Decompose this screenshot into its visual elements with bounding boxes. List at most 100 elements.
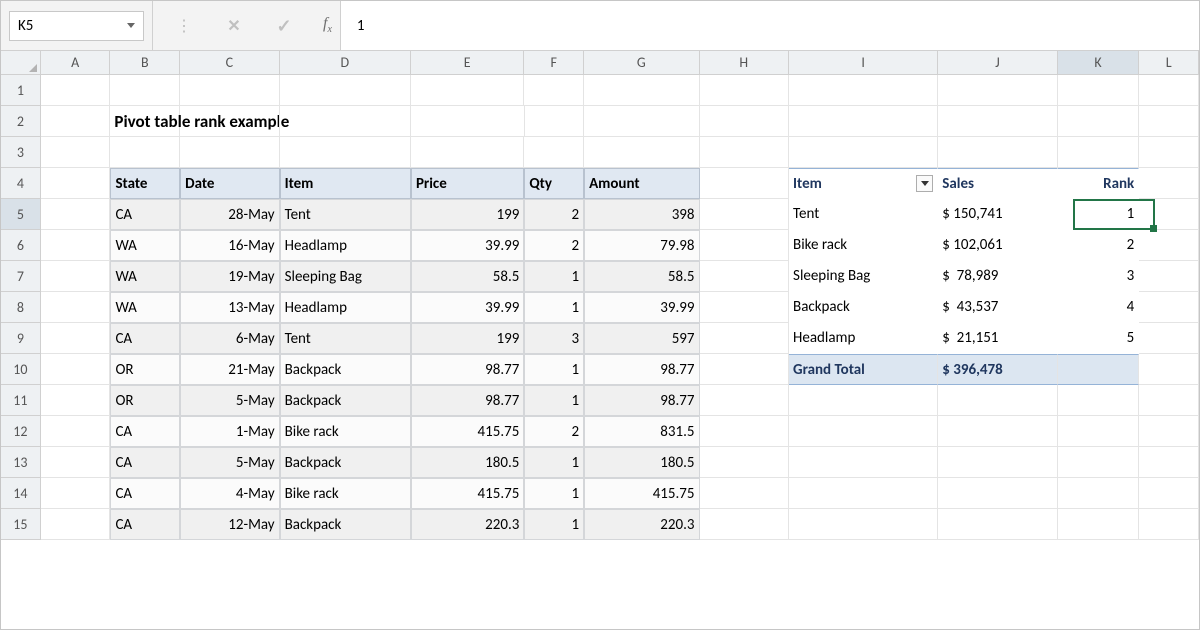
empty-cell[interactable] <box>110 137 180 168</box>
empty-cell[interactable] <box>1058 385 1140 416</box>
empty-cell[interactable] <box>789 509 938 540</box>
empty-cell[interactable] <box>1139 385 1199 416</box>
empty-cell[interactable] <box>700 75 790 106</box>
empty-cell[interactable] <box>180 106 279 137</box>
empty-cell[interactable] <box>700 137 790 168</box>
pivot-sales[interactable]: $ 102,061 <box>938 230 1057 261</box>
table-cell-date[interactable]: 6-May <box>180 323 280 354</box>
table-cell-state[interactable]: CA <box>110 447 180 478</box>
empty-cell[interactable] <box>584 106 699 137</box>
row-header-2[interactable]: 2 <box>1 106 41 137</box>
table-header-amount[interactable]: Amount <box>584 168 699 199</box>
table-cell-price[interactable]: 98.77 <box>411 385 524 416</box>
table-cell-amount[interactable]: 415.75 <box>584 478 699 509</box>
table-cell-qty[interactable]: 1 <box>524 292 584 323</box>
empty-cell[interactable] <box>700 509 790 540</box>
pivot-sales[interactable]: $ 78,989 <box>938 261 1057 292</box>
table-cell-amount[interactable]: 831.5 <box>584 416 699 447</box>
empty-cell[interactable] <box>525 106 585 137</box>
empty-cell[interactable] <box>41 261 111 292</box>
table-cell-amount[interactable]: 220.3 <box>584 509 699 540</box>
empty-cell[interactable] <box>700 261 790 292</box>
table-header-price[interactable]: Price <box>411 168 524 199</box>
table-cell-qty[interactable]: 1 <box>524 509 584 540</box>
col-header-d[interactable]: D <box>280 51 411 74</box>
row-header-5[interactable]: 5 <box>1 199 41 230</box>
col-header-j[interactable]: J <box>938 51 1057 74</box>
table-cell-price[interactable]: 415.75 <box>411 478 524 509</box>
row-header-8[interactable]: 8 <box>1 292 41 323</box>
col-header-a[interactable]: A <box>41 51 111 74</box>
empty-cell[interactable] <box>700 230 790 261</box>
pivot-rank[interactable]: 2 <box>1058 230 1140 261</box>
table-cell-item[interactable]: Backpack <box>280 447 411 478</box>
table-cell-price[interactable]: 415.75 <box>411 416 524 447</box>
empty-cell[interactable] <box>700 416 790 447</box>
table-cell-amount[interactable]: 39.99 <box>584 292 699 323</box>
empty-cell[interactable] <box>789 447 938 478</box>
empty-cell[interactable] <box>789 385 938 416</box>
empty-cell[interactable] <box>41 447 111 478</box>
col-header-f[interactable]: F <box>524 51 584 74</box>
pivot-item[interactable]: Sleeping Bag <box>789 261 938 292</box>
empty-cell[interactable] <box>411 75 524 106</box>
col-header-i[interactable]: I <box>789 51 938 74</box>
table-cell-date[interactable]: 16-May <box>180 230 280 261</box>
filter-sort-icon[interactable] <box>916 175 933 192</box>
table-cell-qty[interactable]: 2 <box>524 230 584 261</box>
row-header-6[interactable]: 6 <box>1 230 41 261</box>
empty-cell[interactable] <box>1139 447 1199 478</box>
empty-cell[interactable] <box>41 106 111 137</box>
empty-cell[interactable] <box>789 416 938 447</box>
pivot-item[interactable]: Bike rack <box>789 230 938 261</box>
empty-cell[interactable] <box>41 323 111 354</box>
table-cell-price[interactable]: 58.5 <box>411 261 524 292</box>
empty-cell[interactable] <box>1139 168 1199 199</box>
empty-cell[interactable] <box>41 230 111 261</box>
row-header-13[interactable]: 13 <box>1 447 41 478</box>
empty-cell[interactable] <box>411 137 524 168</box>
col-header-h[interactable]: H <box>700 51 790 74</box>
table-cell-qty[interactable]: 3 <box>524 323 584 354</box>
empty-cell[interactable] <box>938 509 1057 540</box>
empty-cell[interactable] <box>584 75 699 106</box>
table-cell-price[interactable]: 39.99 <box>411 230 524 261</box>
table-cell-item[interactable]: Tent <box>280 199 411 230</box>
empty-cell[interactable] <box>280 75 411 106</box>
empty-cell[interactable] <box>700 385 790 416</box>
pivot-rank[interactable]: 1 <box>1058 199 1140 230</box>
table-cell-state[interactable]: CA <box>110 416 180 447</box>
table-cell-date[interactable]: 21-May <box>180 354 280 385</box>
table-cell-price[interactable]: 180.5 <box>411 447 524 478</box>
row-header-4[interactable]: 4 <box>1 168 41 199</box>
table-cell-state[interactable]: CA <box>110 509 180 540</box>
empty-cell[interactable] <box>411 106 524 137</box>
empty-cell[interactable] <box>41 385 111 416</box>
empty-cell[interactable] <box>700 478 790 509</box>
empty-cell[interactable] <box>1139 509 1199 540</box>
pivot-sales[interactable]: $ 21,151 <box>938 323 1057 354</box>
empty-cell[interactable] <box>110 75 180 106</box>
empty-cell[interactable] <box>1139 137 1199 168</box>
table-cell-item[interactable]: Bike rack <box>280 416 411 447</box>
table-cell-state[interactable]: CA <box>110 478 180 509</box>
empty-cell[interactable] <box>41 509 111 540</box>
empty-cell[interactable] <box>1139 416 1199 447</box>
table-cell-amount[interactable]: 597 <box>584 323 699 354</box>
pivot-header-item[interactable]: Item <box>789 168 938 199</box>
empty-cell[interactable] <box>41 354 111 385</box>
table-cell-date[interactable]: 12-May <box>180 509 280 540</box>
row-header-1[interactable]: 1 <box>1 75 41 106</box>
cancel-icon[interactable] <box>223 16 245 36</box>
table-cell-date[interactable]: 28-May <box>180 199 280 230</box>
empty-cell[interactable] <box>789 75 938 106</box>
table-cell-price[interactable]: 98.77 <box>411 354 524 385</box>
pivot-rank[interactable]: 5 <box>1058 323 1140 354</box>
empty-cell[interactable] <box>180 75 280 106</box>
empty-cell[interactable] <box>1139 75 1199 106</box>
row-header-3[interactable]: 3 <box>1 137 41 168</box>
table-cell-price[interactable]: 39.99 <box>411 292 524 323</box>
empty-cell[interactable] <box>1058 416 1140 447</box>
table-cell-item[interactable]: Headlamp <box>280 230 411 261</box>
empty-cell[interactable] <box>1139 199 1199 230</box>
